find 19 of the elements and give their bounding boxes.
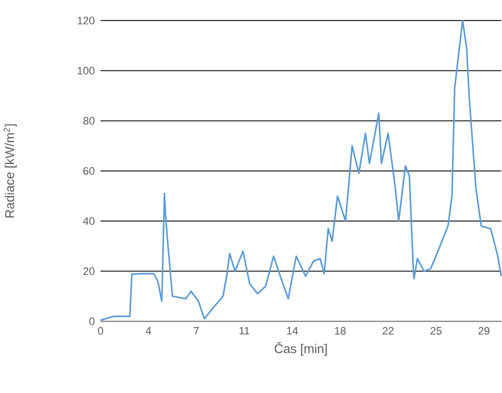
y-tick-label: 100 <box>78 66 94 75</box>
x-tick-label: 0 <box>98 327 104 335</box>
x-tick-label: 29 <box>478 327 490 335</box>
y-tick-label: 60 <box>83 167 94 175</box>
y-tick-label: 80 <box>83 117 94 125</box>
x-axis-title: Čas [min] <box>274 342 327 356</box>
x-tick-label: 7 <box>194 327 199 335</box>
x-tick-label: 4 <box>146 327 152 335</box>
x-tick-label: 14 <box>287 327 298 335</box>
line-series <box>100 20 502 322</box>
x-tick-label: 25 <box>430 327 442 335</box>
y-tick-label: 40 <box>83 217 94 225</box>
x-tick-label: 11 <box>240 327 250 335</box>
y-axis-title: Radiace [kW/m$^{2}$] <box>4 124 17 218</box>
y-tick-label: 120 <box>78 16 94 24</box>
y-tick-label: 0 <box>89 318 94 326</box>
x-tick-label: 18 <box>335 327 346 335</box>
y-tick-label: 20 <box>83 267 94 276</box>
x-tick-label: 22 <box>382 327 394 335</box>
